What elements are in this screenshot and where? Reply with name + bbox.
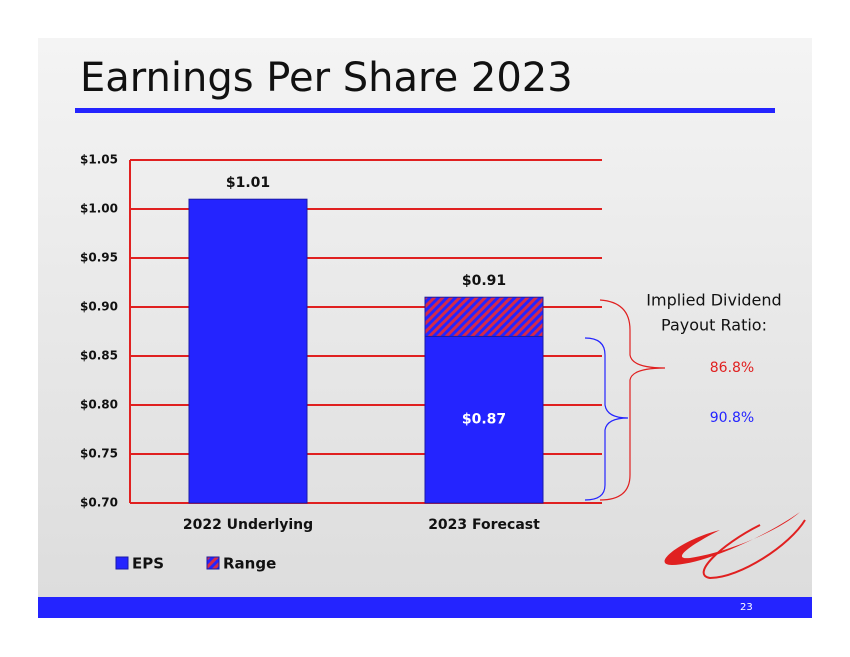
bracket-blue xyxy=(584,337,629,501)
slide-title: Earnings Per Share 2023 xyxy=(80,55,573,101)
bar-segment xyxy=(188,198,308,504)
logo xyxy=(664,512,800,565)
y-tick-label: $0.80 xyxy=(80,398,118,412)
y-tick-label: $0.70 xyxy=(80,496,118,510)
chart: $0.70 $0.75 $0.80 $0.85 $0.90 $0.95 $1.00 $1.05… xyxy=(80,153,782,573)
footer-band xyxy=(38,597,812,618)
bar-segment xyxy=(424,296,544,337)
total-label: $0.91 xyxy=(462,273,506,289)
y-tick-label: $0.85 xyxy=(80,349,118,363)
y-tick-label: $0.75 xyxy=(80,447,118,461)
annotation-item: 86.8% xyxy=(710,360,754,376)
logo-swoosh xyxy=(702,519,806,580)
title-underline xyxy=(75,108,775,113)
bracket-red xyxy=(599,299,666,501)
legend-swatch xyxy=(206,556,220,570)
value-label: $1.01 xyxy=(226,175,270,191)
legend-label: Range xyxy=(223,555,276,573)
bar-segment xyxy=(424,335,544,504)
legend-label: EPS xyxy=(132,555,164,573)
x-tick-label: 2023 Forecast xyxy=(428,517,540,533)
y-tick-label: $1.05 xyxy=(80,153,118,167)
annotation-title: Implied Dividend xyxy=(646,291,781,310)
y-tick-label: $1.00 xyxy=(80,202,118,216)
y-tick-label: $0.90 xyxy=(80,300,118,314)
x-tick-label: 2022 Underlying xyxy=(183,517,313,533)
y-tick-label: $0.95 xyxy=(80,251,118,265)
page-number: 23 xyxy=(740,602,753,613)
annotation-title: Payout Ratio: xyxy=(661,316,767,335)
value-label: $0.87 xyxy=(462,412,506,428)
legend-swatch xyxy=(115,556,129,570)
annotation-item: 90.8% xyxy=(710,410,754,426)
